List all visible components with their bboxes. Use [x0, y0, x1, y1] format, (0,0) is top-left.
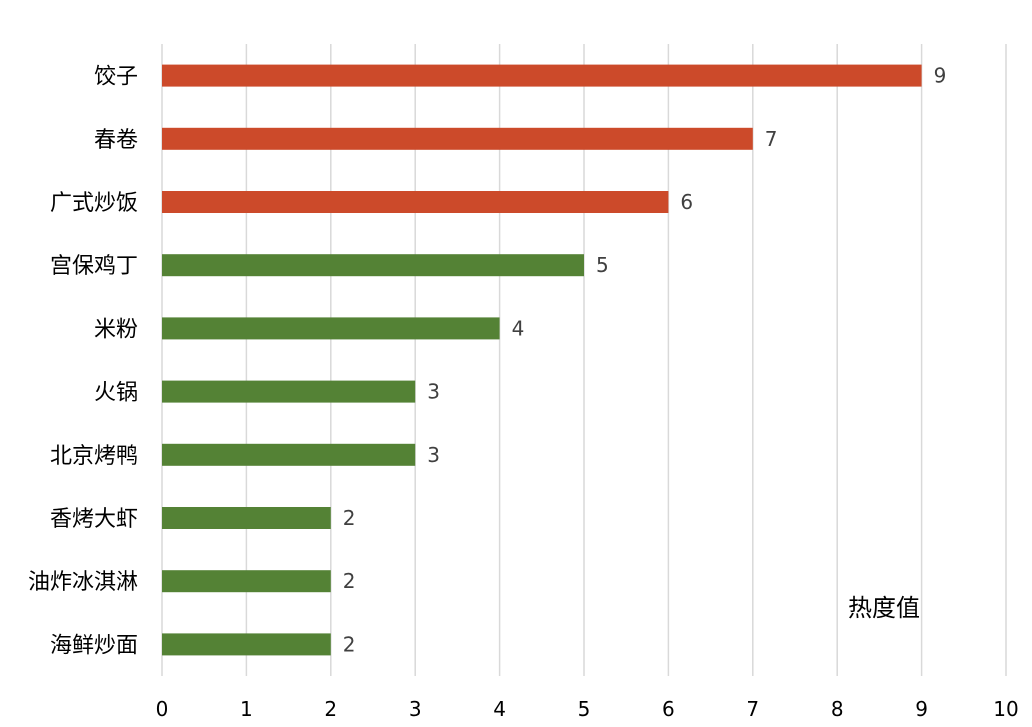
- bar-9: [162, 633, 331, 656]
- x-axis-title: 热度值: [848, 594, 920, 622]
- category-label: 宫保鸡丁: [50, 254, 138, 279]
- category-label: 火锅: [94, 381, 138, 406]
- bar-4: [162, 317, 500, 340]
- bar-2: [162, 191, 669, 213]
- x-tick-label: 6: [662, 697, 675, 721]
- category-label: 海鲜炒面: [50, 633, 138, 658]
- category-label: 北京烤鸭: [50, 444, 138, 469]
- data-label: 2: [343, 569, 356, 593]
- labels: 0 1 2 3 4 5 6 7 8 9 10 饺子 9 春卷 7 广式炒饭 6 宫保鸡丁 5 米粉 4 火锅 3 北京烤鸭 3 香…: [28, 64, 1019, 721]
- x-tick-label: 10: [993, 697, 1018, 721]
- x-tick-label: 5: [578, 697, 591, 721]
- bar-5: [162, 380, 416, 403]
- data-label: 5: [596, 253, 609, 277]
- category-label: 香烤大虾: [50, 507, 138, 532]
- category-label: 饺子: [94, 65, 138, 90]
- x-tick-label: 4: [493, 697, 506, 721]
- data-label: 3: [427, 443, 440, 467]
- bar-6: [162, 443, 416, 466]
- data-label: 2: [343, 506, 356, 530]
- bar-1: [162, 127, 753, 150]
- data-label: 3: [427, 380, 440, 404]
- x-tick-label: 0: [156, 697, 169, 721]
- x-tick-label: 7: [746, 697, 759, 721]
- category-label: 广式炒饭: [50, 191, 138, 216]
- category-label: 米粉: [94, 317, 138, 342]
- bar-0: [162, 64, 922, 87]
- bars: [162, 64, 922, 656]
- category-label: 油炸冰淇淋: [28, 570, 138, 595]
- bar-7: [162, 507, 331, 529]
- x-tick-label: 8: [831, 697, 844, 721]
- bar-8: [162, 570, 331, 593]
- category-label: 春卷: [94, 128, 138, 153]
- bar-3: [162, 254, 584, 277]
- data-label: 7: [765, 127, 778, 151]
- data-label: 9: [934, 64, 947, 88]
- x-tick-label: 9: [915, 697, 928, 721]
- data-label: 6: [680, 190, 693, 214]
- x-tick-label: 2: [324, 697, 337, 721]
- data-label: 2: [343, 632, 356, 656]
- data-label: 4: [512, 316, 525, 340]
- x-tick-label: 3: [409, 697, 422, 721]
- x-tick-label: 1: [240, 697, 253, 721]
